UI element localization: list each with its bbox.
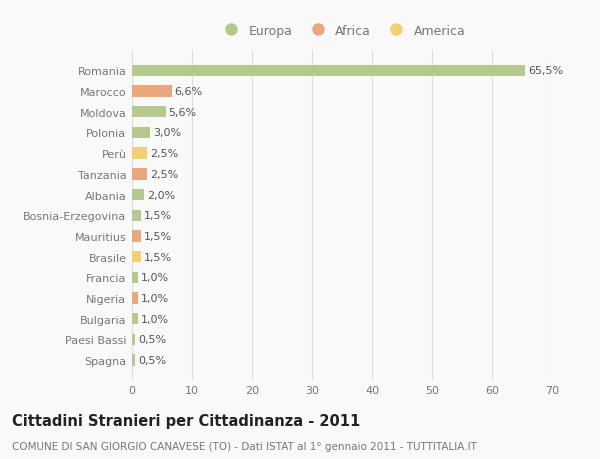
- Text: 1,0%: 1,0%: [141, 273, 169, 283]
- Text: 0,5%: 0,5%: [138, 355, 166, 365]
- Text: 1,5%: 1,5%: [144, 231, 172, 241]
- Bar: [132, 313, 138, 325]
- Text: 5,6%: 5,6%: [169, 107, 197, 118]
- Text: 2,5%: 2,5%: [150, 149, 178, 159]
- Bar: [132, 86, 172, 97]
- Bar: [132, 355, 135, 366]
- Text: 3,0%: 3,0%: [153, 128, 181, 138]
- Text: 1,0%: 1,0%: [141, 314, 169, 324]
- Bar: [132, 148, 147, 159]
- Text: 0,5%: 0,5%: [138, 335, 166, 345]
- Bar: [132, 252, 141, 263]
- Bar: [132, 107, 166, 118]
- Bar: [132, 66, 525, 77]
- Bar: [132, 272, 138, 283]
- Bar: [132, 190, 144, 201]
- Text: Cittadini Stranieri per Cittadinanza - 2011: Cittadini Stranieri per Cittadinanza - 2…: [12, 413, 360, 428]
- Bar: [132, 231, 141, 242]
- Legend: Europa, Africa, America: Europa, Africa, America: [219, 25, 465, 38]
- Text: 2,0%: 2,0%: [147, 190, 175, 200]
- Text: 1,5%: 1,5%: [144, 252, 172, 262]
- Bar: [132, 128, 150, 139]
- Text: 2,5%: 2,5%: [150, 169, 178, 179]
- Text: COMUNE DI SAN GIORGIO CANAVESE (TO) - Dati ISTAT al 1° gennaio 2011 - TUTTITALIA: COMUNE DI SAN GIORGIO CANAVESE (TO) - Da…: [12, 441, 477, 451]
- Bar: [132, 169, 147, 180]
- Text: 6,6%: 6,6%: [175, 87, 203, 97]
- Bar: [132, 210, 141, 221]
- Bar: [132, 334, 135, 345]
- Text: 1,5%: 1,5%: [144, 211, 172, 221]
- Text: 65,5%: 65,5%: [528, 66, 563, 76]
- Bar: [132, 293, 138, 304]
- Text: 1,0%: 1,0%: [141, 293, 169, 303]
